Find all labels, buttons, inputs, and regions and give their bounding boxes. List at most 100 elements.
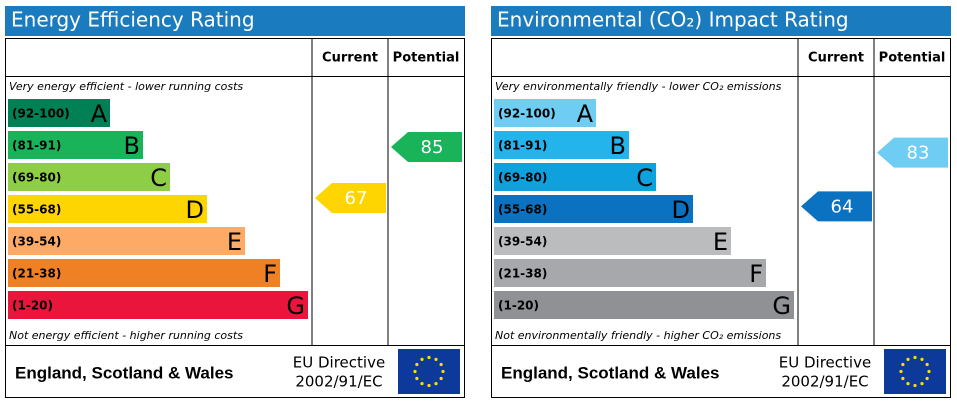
band-bar — [494, 163, 656, 191]
footer-directive: EU Directive — [779, 354, 871, 372]
band-letter: F — [749, 260, 763, 288]
current-value: 64 — [831, 196, 854, 217]
footer-region: England, Scotland & Wales — [15, 363, 234, 382]
bottom-note: Not energy efficient - higher running co… — [9, 329, 243, 342]
panel-title: Energy Efficiency Rating — [11, 8, 255, 32]
band-bar — [8, 99, 110, 127]
eu-star — [434, 357, 438, 361]
footer-directive: 2002/91/EC — [295, 373, 382, 391]
band-letter: D — [186, 196, 204, 224]
current-value: 67 — [345, 188, 368, 209]
current-arrow — [801, 191, 872, 222]
eu-star — [901, 376, 905, 381]
eu-star — [441, 369, 445, 374]
band-letter: A — [577, 100, 594, 128]
current-arrow — [315, 182, 386, 213]
eu-star — [920, 382, 924, 386]
band-letter: A — [91, 100, 108, 128]
eu-star — [913, 383, 917, 388]
band-letter: C — [150, 164, 167, 192]
top-note: Very energy efficient - lower running co… — [9, 80, 243, 93]
eu-star — [420, 357, 424, 361]
potential-header: Potential — [879, 51, 946, 66]
footer-directive: EU Directive — [293, 354, 385, 372]
band-range: (21-38) — [498, 267, 547, 281]
current-header: Current — [322, 51, 378, 66]
top-note: Very environmentally friendly - lower CO… — [495, 80, 782, 93]
band-range: (55-68) — [498, 203, 547, 217]
eu-star — [427, 355, 431, 360]
band-range: (69-80) — [12, 171, 61, 185]
frame — [491, 38, 951, 398]
band-bar — [8, 291, 308, 319]
band-bar — [8, 195, 207, 223]
eu-star — [913, 355, 917, 360]
footer-region: England, Scotland & Wales — [501, 363, 720, 382]
band-letter: B — [610, 132, 626, 160]
eu-star — [899, 369, 903, 374]
band-letter: E — [713, 228, 728, 256]
band-range: (39-54) — [498, 235, 547, 249]
band-bar — [8, 131, 143, 159]
title-bar — [5, 6, 465, 36]
eu-star — [906, 357, 910, 361]
band-letter: B — [124, 132, 140, 160]
band-bar — [8, 163, 170, 191]
rating-panel: Environmental (CO₂) Impact Rating Current… — [491, 6, 951, 398]
potential-arrow — [877, 137, 948, 168]
band-letter: F — [263, 260, 277, 288]
eu-star — [925, 376, 929, 381]
band-letter: D — [672, 196, 690, 224]
eu-star — [420, 382, 424, 386]
eu-star — [415, 362, 419, 367]
eu-star — [439, 376, 443, 381]
eu-star — [901, 362, 905, 367]
panel-title: Environmental (CO₂) Impact Rating — [497, 8, 849, 32]
eu-star — [439, 362, 443, 367]
band-bar — [494, 195, 693, 223]
band-bar — [494, 99, 596, 127]
eu-star — [927, 369, 931, 374]
band-range: (1-20) — [12, 299, 53, 313]
band-letter: E — [227, 228, 242, 256]
eu-star — [413, 369, 417, 374]
band-bar — [494, 259, 766, 287]
potential-value: 85 — [421, 137, 444, 158]
title-bar — [491, 6, 951, 36]
footer-directive: 2002/91/EC — [781, 373, 868, 391]
eu-star — [925, 362, 929, 367]
band-letter: G — [286, 292, 305, 320]
band-range: (92-100) — [12, 107, 70, 121]
band-range: (1-20) — [498, 299, 539, 313]
band-bar — [494, 227, 731, 255]
band-letter: C — [636, 164, 653, 192]
bottom-note: Not environmentally friendly - higher CO… — [495, 329, 781, 342]
eu-star — [906, 382, 910, 386]
band-letter: G — [772, 292, 791, 320]
eu-flag — [398, 349, 460, 394]
band-bar — [494, 131, 629, 159]
current-header: Current — [808, 51, 864, 66]
eu-flag — [884, 349, 946, 394]
band-range: (69-80) — [498, 171, 547, 185]
band-range: (21-38) — [12, 267, 61, 281]
eu-star — [920, 357, 924, 361]
eu-star — [427, 383, 431, 388]
band-range: (81-91) — [498, 139, 547, 153]
eu-star — [434, 382, 438, 386]
band-range: (39-54) — [12, 235, 61, 249]
band-bar — [494, 291, 794, 319]
rating-panel: Energy Efficiency Rating Current Potential… — [5, 6, 465, 398]
band-bar — [8, 227, 245, 255]
frame — [5, 38, 465, 398]
band-bar — [8, 259, 280, 287]
potential-arrow — [391, 132, 462, 162]
potential-header: Potential — [393, 51, 460, 66]
band-range: (92-100) — [498, 107, 556, 121]
potential-value: 83 — [907, 143, 930, 164]
eu-star — [415, 376, 419, 381]
band-range: (81-91) — [12, 139, 61, 153]
band-range: (55-68) — [12, 203, 61, 217]
